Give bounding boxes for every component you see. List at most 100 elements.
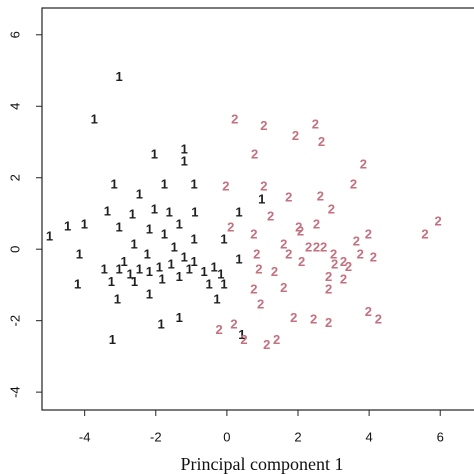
point: 2 [290,310,297,325]
point: 1 [76,247,83,262]
point: 2 [285,247,292,262]
point: 1 [101,262,108,277]
point: 1 [146,222,153,237]
point: 1 [129,206,136,221]
point: 2 [325,282,332,297]
point: 2 [222,178,229,193]
point: 1 [121,254,128,269]
point: 2 [365,227,372,242]
point: 2 [292,128,299,143]
point: 2 [260,118,267,133]
point: 1 [136,186,143,201]
point: 2 [434,213,441,228]
point: 2 [227,220,234,235]
y-tick-label: 0 [7,246,22,253]
point: 1 [130,237,137,252]
point: 2 [263,337,270,352]
point: 1 [181,153,188,168]
point: 1 [116,220,123,235]
point: 2 [260,178,267,193]
point: 1 [191,205,198,220]
point: 1 [114,292,121,307]
point: 1 [176,269,183,284]
point: 2 [421,227,428,242]
point: 2 [325,315,332,330]
point: 1 [186,262,193,277]
point: 2 [317,188,324,203]
point: 1 [91,111,98,126]
point: 2 [365,304,372,319]
point: 2 [280,280,287,295]
point: 1 [205,277,212,292]
x-tick-label: -2 [150,429,162,444]
point: 2 [350,176,357,191]
point: 2 [253,247,260,262]
point: 2 [331,257,338,272]
point: 2 [340,254,347,269]
point: 2 [353,233,360,248]
y-tick-label: -4 [7,386,22,398]
point: 2 [312,116,319,131]
x-tick-label: -4 [79,429,91,444]
point: 2 [340,272,347,287]
point: 2 [313,217,320,232]
point: 2 [330,247,337,262]
point: 1 [191,232,198,247]
point: 2 [298,254,305,269]
point: 1 [166,205,173,220]
point: 1 [167,257,174,272]
point: 1 [220,232,227,247]
point: 2 [230,317,237,332]
x-tick-label: 4 [365,429,372,444]
point: 2 [240,332,247,347]
point: 2 [318,134,325,149]
point: 1 [144,247,151,262]
point: 1 [161,176,168,191]
point: 1 [181,141,188,156]
point: 1 [235,252,242,267]
point: 1 [46,228,53,243]
point: 2 [273,332,280,347]
point: 1 [176,217,183,232]
x-tick-label: 0 [223,429,230,444]
plot-frame [41,7,474,411]
point: 1 [116,262,123,277]
point: 1 [127,267,134,282]
point: 1 [64,218,71,233]
point: 2 [313,240,320,255]
point: 2 [345,259,352,274]
point: 1 [201,264,208,279]
point: 2 [357,247,364,262]
y-tick-label: 4 [7,103,22,110]
point: 1 [81,217,88,232]
point: 1 [157,317,164,332]
point: 1 [171,240,178,255]
y-tick-label: 6 [7,31,22,38]
point: 1 [74,277,81,292]
point: 1 [136,262,143,277]
point: 2 [305,240,312,255]
point: 1 [131,274,138,289]
point: 1 [146,287,153,302]
point: 2 [255,262,262,277]
point: 2 [297,223,304,238]
point: 1 [104,203,111,218]
point: 1 [109,332,116,347]
point: 2 [320,240,327,255]
point: 1 [156,260,163,275]
point: 1 [116,69,123,84]
point: 2 [370,250,377,265]
point: 1 [235,205,242,220]
x-tick-label: 6 [437,429,444,444]
point: 1 [220,277,227,292]
point: 2 [257,297,264,312]
point: 2 [215,322,222,337]
point: 2 [375,312,382,327]
point: 1 [108,274,115,289]
point: 1 [238,327,245,342]
point: 1 [258,191,265,206]
point: 2 [295,220,302,235]
point: 1 [191,254,198,269]
y-tick-label: 2 [7,174,22,181]
